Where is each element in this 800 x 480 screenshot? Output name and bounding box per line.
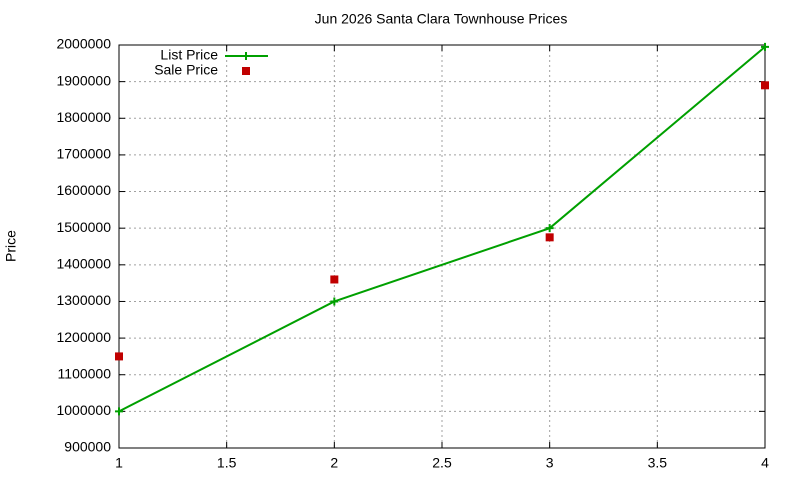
point [761,42,769,51]
x-tick-label: 4 [761,455,769,471]
legend-label: List Price [160,47,218,63]
y-tick-label: 1800000 [56,109,111,125]
y-tick-label: 1700000 [56,146,111,162]
x-tick-label: 2 [330,455,338,471]
chart-title: Jun 2026 Santa Clara Townhouse Prices [315,11,568,27]
y-tick-label: 1900000 [56,72,111,88]
y-tick-label: 1200000 [56,329,111,345]
plot-border [118,44,766,449]
point [115,407,123,416]
legend-marker [242,67,250,75]
x-tick-label: 2.5 [432,455,452,471]
point [330,275,339,284]
x-tick-label: 3.5 [648,455,668,471]
point [330,297,339,306]
series-line [118,46,766,413]
legend-marker [242,52,250,60]
point [761,81,769,90]
y-tick-label: 1600000 [56,182,111,198]
y-tick-label: 1300000 [56,292,111,308]
point [545,233,554,242]
y-tick-label: 1100000 [58,365,112,381]
y-axis-label: Price [3,230,19,262]
y-tick-label: 900000 [64,439,111,455]
y-tick-label: 2000000 [56,36,111,52]
y-tick-label: 1500000 [56,219,111,235]
point [115,352,123,361]
y-tick-label: 1400000 [56,256,111,272]
point [545,224,554,233]
legend-label: Sale Price [154,62,218,78]
x-tick-label: 1 [115,455,123,471]
x-tick-label: 1.5 [217,455,237,471]
y-tick-label: 1000000 [56,402,111,418]
x-tick-label: 3 [546,455,554,471]
